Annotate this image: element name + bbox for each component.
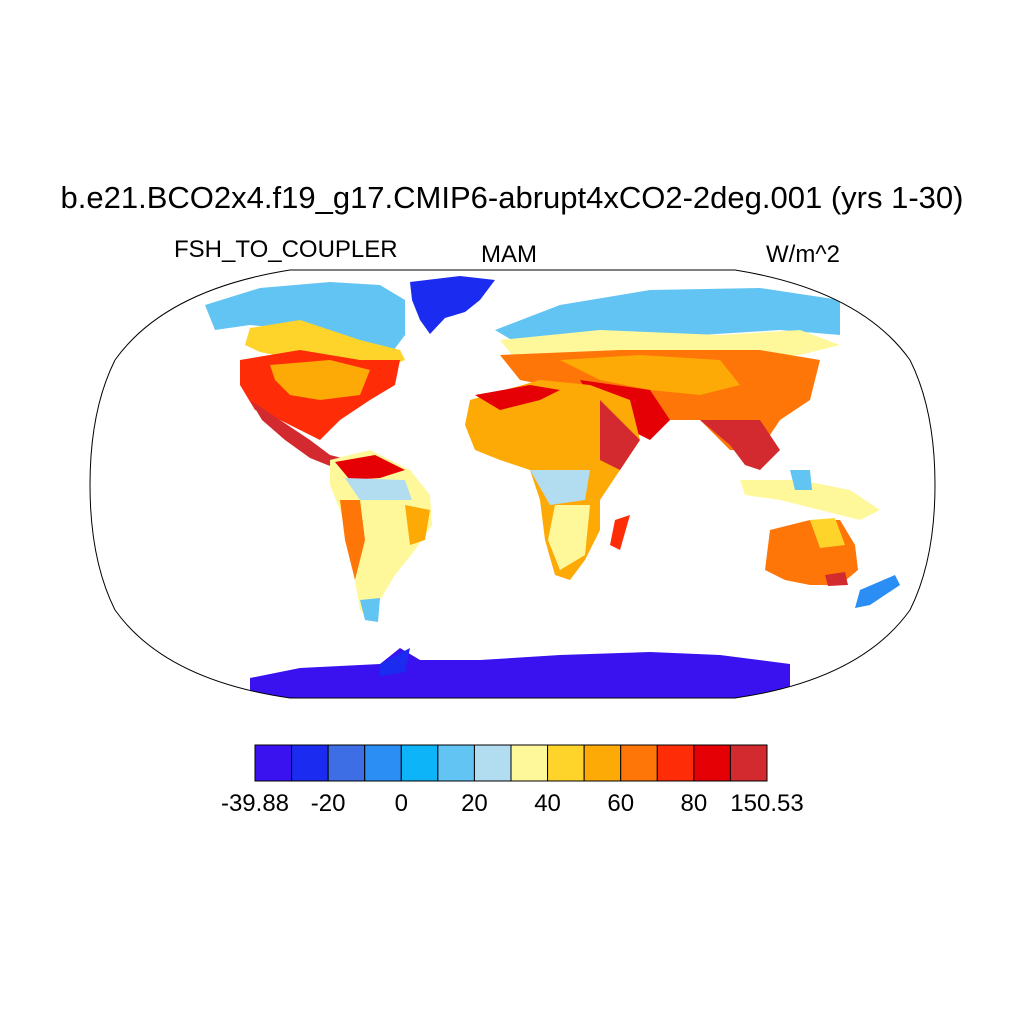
- colorbar-swatch: [254, 744, 293, 782]
- colorbar-tick-label: 60: [607, 790, 635, 817]
- colorbar-tick-label: 80: [680, 790, 708, 817]
- greenland: [410, 276, 495, 334]
- new-zealand: [855, 575, 900, 608]
- colorbar-tick-label: -20: [310, 790, 346, 817]
- land-fields: [205, 276, 900, 698]
- units-label: W/m^2: [766, 241, 840, 268]
- colorbar-swatch: [583, 744, 622, 782]
- colorbar-swatch: [693, 744, 731, 782]
- colorbar-swatch: [291, 744, 329, 782]
- north-america: [205, 282, 405, 355]
- colorbar-swatch: [620, 744, 658, 782]
- colorbar-swatch: [510, 744, 549, 782]
- colorbar-tick-label: 40: [534, 790, 561, 817]
- maritime-continent: [740, 480, 880, 520]
- colorbar-swatch: [327, 744, 366, 782]
- colorbar-tick-label: 20: [461, 790, 488, 817]
- colorbar-swatch: [473, 744, 512, 782]
- colorbar-tick-label: 150.53: [730, 790, 804, 817]
- colorbar-tick-label: -39.88: [220, 790, 290, 817]
- colorbar-swatch: [656, 744, 695, 782]
- colorbar-swatch: [400, 744, 439, 782]
- antarctica: [250, 648, 790, 698]
- colorbar-swatch: [729, 744, 768, 782]
- season-label: MAM: [481, 241, 537, 268]
- map-title: b.e21.BCO2x4.f19_g17.CMIP6-abrupt4xCO2-2…: [60, 180, 964, 215]
- colorbar-tick-label: 0: [394, 790, 408, 817]
- colorbar-swatch: [547, 744, 585, 782]
- map-boundary: [89, 269, 936, 699]
- colorbar-swatch: [364, 744, 402, 782]
- colorbar-swatch: [437, 744, 475, 782]
- eurasia-north: [495, 288, 840, 345]
- variable-label: FSH_TO_COUPLER: [174, 236, 398, 263]
